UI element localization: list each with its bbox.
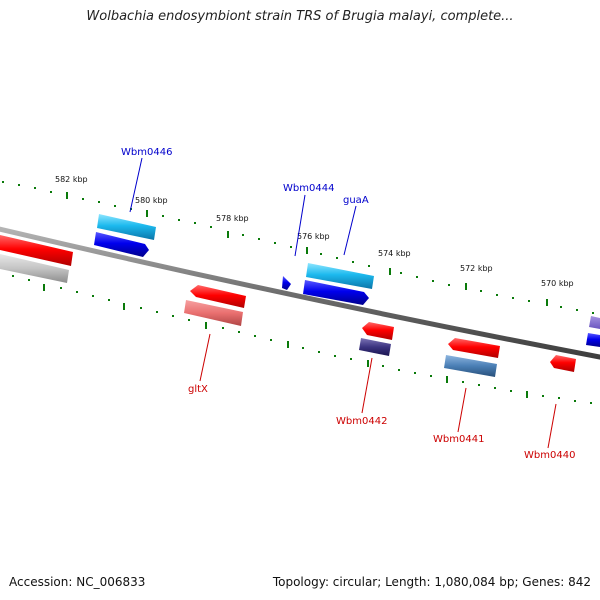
kbp-label-572: 572 kbp xyxy=(460,264,493,273)
gene-feature-left-edge[interactable] xyxy=(0,235,73,283)
gene-feature-right-edge-upper[interactable] xyxy=(586,316,600,347)
gene-feature-wbm0440[interactable] xyxy=(550,355,576,372)
gene-label-wbm0446[interactable]: Wbm0446 xyxy=(121,147,172,158)
label-lines-forward xyxy=(129,157,357,257)
genome-backbone xyxy=(0,226,600,360)
genome-summary-text: Topology: circular; Length: 1,080,084 bp… xyxy=(272,575,591,589)
map-title: Wolbachia endosymbiont strain TRS of Bru… xyxy=(86,9,514,24)
gene-feature-wbm0444[interactable] xyxy=(282,276,291,290)
gene-label-wbm0442[interactable]: Wbm0442 xyxy=(336,416,387,427)
kbp-label-578: 578 kbp xyxy=(216,214,249,223)
gene-feature-guaA[interactable] xyxy=(303,263,374,305)
kbp-label-576: 576 kbp xyxy=(297,232,330,241)
kbp-label-570: 570 kbp xyxy=(541,279,574,288)
gene-feature-gltX[interactable] xyxy=(184,285,246,326)
gene-feature-wbm0441[interactable] xyxy=(444,338,500,377)
gene-label-wbm0440[interactable]: Wbm0440 xyxy=(524,450,575,461)
kbp-label-582: 582 kbp xyxy=(55,175,88,184)
accession-text: Accession: NC_006833 xyxy=(9,575,146,589)
gene-label-guaA[interactable]: guaA xyxy=(343,195,369,206)
upper-scale-dots xyxy=(2,181,594,314)
gene-label-wbm0444[interactable]: Wbm0444 xyxy=(283,183,334,194)
gene-label-wbm0441[interactable]: Wbm0441 xyxy=(433,434,484,445)
gene-label-gltX[interactable]: gltX xyxy=(188,384,208,395)
label-lines-reverse xyxy=(199,333,557,449)
gene-feature-wbm0446[interactable] xyxy=(94,214,156,257)
upper-scale-ticks xyxy=(66,192,548,306)
kbp-label-580: 580 kbp xyxy=(135,196,168,205)
kbp-label-574: 574 kbp xyxy=(378,249,411,258)
lower-scale-ticks xyxy=(43,284,528,398)
gene-feature-wbm0442[interactable] xyxy=(359,322,394,356)
lower-scale-dots xyxy=(12,275,592,404)
